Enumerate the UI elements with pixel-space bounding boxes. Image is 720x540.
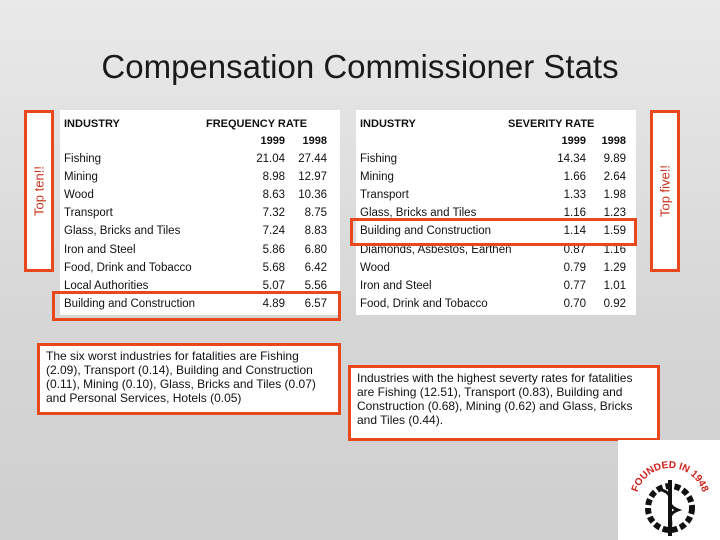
industry: Food, Drink and Tobacco <box>64 261 192 274</box>
rate-1999: 1.66 <box>563 171 586 184</box>
rate-1998: 27.44 <box>298 153 327 165</box>
column-header: SEVERITY RATE <box>508 118 595 130</box>
rate-1998: 1.23 <box>603 207 626 220</box>
industry: Transport <box>64 207 113 220</box>
rate-1999: 1.14 <box>563 225 586 238</box>
rate-1999: 0.79 <box>563 261 586 274</box>
rate-1998: 1.29 <box>603 261 626 274</box>
industry: Building and Construction <box>360 225 492 238</box>
industry: Iron and Steel <box>360 279 432 292</box>
column-header: FREQUENCY RATE <box>206 118 308 130</box>
rate-1998: 8.75 <box>304 207 327 220</box>
rate-1999: 8.63 <box>262 189 285 202</box>
rate-1998: 6.42 <box>304 261 327 274</box>
rate-1998: 9.89 <box>603 153 626 165</box>
rate-1999: 5.68 <box>262 261 285 274</box>
industry: Transport <box>360 189 409 202</box>
logo-graphic: FOUNDED IN 1948 <box>630 460 710 536</box>
rate-1998: 10.36 <box>298 189 327 202</box>
frequency-table: INDUSTRY FREQUENCY RATE 1999 1998 Fishing 21.… <box>60 110 340 315</box>
industry: Diamonds, Asbestos, Earthen <box>360 243 512 256</box>
industry: Fishing <box>360 153 398 165</box>
industry: Iron and Steel <box>64 243 136 256</box>
right-label: Top five!! <box>657 164 673 218</box>
industry: Mining <box>64 171 98 184</box>
rate-1999: 7.32 <box>262 207 285 220</box>
rate-1999: 5.07 <box>262 279 285 292</box>
year-header: 1999 <box>260 135 285 147</box>
rate-1999: 0.87 <box>563 243 586 256</box>
slide-title: Compensation Commissioner Stats <box>101 48 619 85</box>
severity-table: INDUSTRY SEVERITY RATE 1999 1998 Fishing 14.3… <box>356 110 636 315</box>
rate-1998: 5.56 <box>304 279 327 292</box>
right-label-box: Top five!! <box>650 110 680 272</box>
industry: Local Authorities <box>64 279 149 292</box>
column-header: INDUSTRY <box>64 118 120 130</box>
rate-1999: 14.34 <box>557 153 586 165</box>
rate-1999: 1.33 <box>563 189 586 202</box>
industry: Wood <box>64 189 94 202</box>
logo: FOUNDED IN 1948 <box>618 440 720 540</box>
rate-1998: 6.80 <box>304 243 327 256</box>
rate-1999: 5.86 <box>262 243 285 256</box>
rate-1998: 6.57 <box>304 297 327 310</box>
industry: Glass, Bricks and Tiles <box>360 207 477 220</box>
rate-1998: 1.01 <box>603 279 626 292</box>
rate-1998: 2.64 <box>603 171 626 184</box>
fatalities-note: The six worst industries for fatalities … <box>37 343 341 415</box>
left-label: Top ten!! <box>31 166 47 216</box>
industry: Food, Drink and Tobacco <box>360 297 488 310</box>
industry: Building and Construction <box>64 297 196 310</box>
rate-1999: 8.98 <box>262 171 285 184</box>
rate-1998: 1.16 <box>603 243 626 256</box>
severity-note: Industries with the highest severty rate… <box>348 365 660 441</box>
rate-1999: 7.24 <box>262 225 285 238</box>
rate-1999: 4.89 <box>262 297 285 310</box>
rate-1998: 12.97 <box>298 171 327 184</box>
industry: Fishing <box>64 153 102 165</box>
column-header: INDUSTRY <box>360 118 416 130</box>
rate-1999: 1.16 <box>563 207 586 220</box>
year-header: 1999 <box>561 135 586 147</box>
left-label-box: Top ten!! <box>24 110 54 272</box>
rate-1998: 0.92 <box>603 297 626 310</box>
rate-1998: 1.59 <box>603 225 626 238</box>
rate-1998: 1.98 <box>603 189 626 202</box>
rate-1999: 0.77 <box>563 279 586 292</box>
industry: Glass, Bricks and Tiles <box>64 225 181 238</box>
highlight-box <box>52 291 341 321</box>
rate-1998: 8.83 <box>304 225 327 238</box>
industry: Mining <box>360 171 394 184</box>
rate-1999: 0.70 <box>563 297 586 310</box>
highlight-box <box>350 218 637 246</box>
rate-1999: 21.04 <box>256 153 285 165</box>
industry: Wood <box>360 261 390 274</box>
year-header: 1998 <box>601 135 626 147</box>
year-header: 1998 <box>302 135 327 147</box>
